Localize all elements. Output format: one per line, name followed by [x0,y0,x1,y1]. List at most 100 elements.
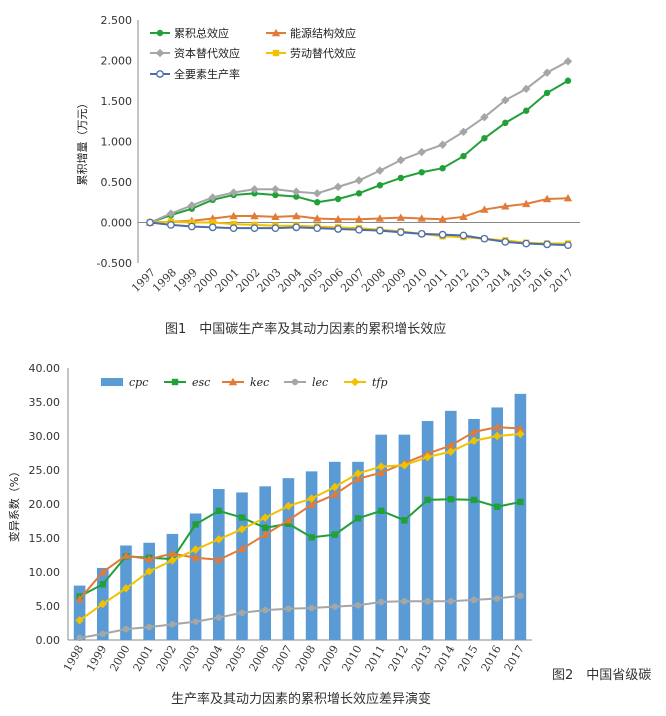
figure2-caption-bottom: 生产率及其动力因素的累积增长效应差异演变 [171,692,432,707]
y-tick-label: 10.00 [29,566,61,579]
legend-marker [155,48,165,58]
series-kec-point [98,567,107,576]
series-1-point [522,199,531,208]
series-tfp-point [307,494,316,503]
y-tick-label: 0.00 [36,634,61,647]
series-lec-point [424,598,431,605]
series-kec-point [191,553,200,561]
series-lec-point [192,618,199,625]
series-0-point [460,152,467,160]
series-4-point [250,224,259,233]
y-tick-label: 5.00 [36,600,61,613]
series-1-point [313,214,322,222]
bar-cpc [259,486,271,640]
series-2-point [375,166,385,175]
series-kec-point [75,595,84,603]
series-2-point [563,57,573,66]
x-tick-label: 2015 [455,643,480,674]
legend-label: 累积总效应 [174,26,229,40]
y-tick-label: 35.00 [29,396,61,409]
series-line-tfp [79,432,521,622]
series-1-point [459,212,468,221]
series-esc-point [99,581,106,588]
series-2-point [438,140,447,149]
series-2-point [166,209,176,218]
series-line-kec [78,426,521,600]
series-4-point [417,229,426,238]
legend-label: 能源结构效应 [290,26,356,40]
x-tick-label: 2005 [223,643,248,674]
bar-cpc [491,407,503,640]
series-0-point [564,77,572,84]
series-2-point [208,193,217,202]
series-tfp-point [191,545,200,554]
bar-cpc [468,419,480,640]
series-1-point [354,215,364,223]
series-2-point [250,185,259,194]
series-2-point [271,185,280,194]
bar-cpc [445,410,457,640]
series-2-point [396,155,405,165]
series-lec-point [122,625,130,633]
series-2-point [542,68,552,77]
legend-label: 全要素生产率 [174,67,240,81]
legend-label: cpc [129,376,148,389]
series-tfp-point [469,436,479,445]
series-kec-point [330,490,339,498]
x-tick-label: 2008 [293,643,318,674]
series-1-point [271,212,280,221]
bar-cpc [421,421,434,640]
series-1-point [333,215,343,223]
x-tick-label: 2016 [479,643,504,674]
x-tick-label: 2010 [339,643,364,674]
legend-marker [156,70,164,78]
x-tick-label: 2017 [502,643,527,674]
series-1-point [292,211,301,220]
series-kec-point [214,555,223,563]
series-lec-point [238,609,246,616]
series-2-point [501,95,510,105]
y-tick-label: -0.500 [97,257,132,270]
bar-cpc [143,542,155,640]
legend-marker [272,49,280,57]
series-4-point [355,225,363,234]
series-lec-point [378,598,385,606]
series-0-point [397,174,404,182]
series-4-point [376,226,384,235]
series-2-point [354,176,364,185]
series-4-point [501,238,510,246]
legend-label: lec [312,376,328,389]
series-esc-point [470,496,478,504]
series-kec-point [237,544,247,553]
figure2-caption-side: 图2 中国省级碳 [552,668,652,683]
y-axis-title: 变异系数（%） [7,466,21,542]
x-tick-label: 2012 [386,643,411,674]
bar-cpc [97,567,109,640]
series-esc-point [354,515,362,522]
series-1-point [229,211,238,220]
series-0-point [355,190,363,197]
series-1-point [396,213,405,221]
legend-label: 资本替代效应 [174,46,240,60]
series-esc-point [378,507,385,514]
series-4-point [146,218,154,227]
series-tfp-point [145,567,154,576]
series-4-point [396,228,405,237]
series-2-point [313,189,322,198]
series-4-point [522,239,531,248]
y-tick-label: 15.00 [29,532,61,545]
bar-cpc [73,585,86,640]
bar-cpc [166,533,179,640]
y-tick-label: 1.500 [101,95,133,108]
series-2-point [522,84,531,94]
legend-label: esc [192,376,210,389]
series-lec-point [308,604,315,612]
x-tick-label: 2006 [247,643,272,674]
series-0-point [314,199,321,206]
series-4-point [543,240,551,249]
series-4-point [459,231,468,240]
series-tfp-point [493,431,502,441]
series-kec-point [168,549,177,557]
series-lec-point [470,596,478,604]
legend-marker [271,28,281,37]
